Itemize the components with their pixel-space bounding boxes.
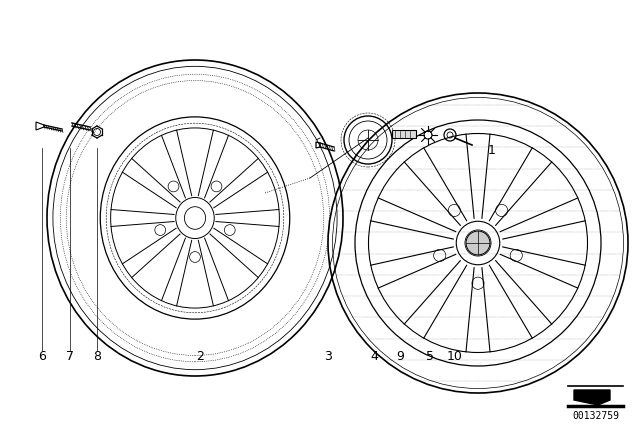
Text: 7: 7 bbox=[66, 349, 74, 362]
Circle shape bbox=[466, 231, 490, 255]
Text: 10: 10 bbox=[447, 349, 463, 362]
Bar bbox=[392, 130, 416, 138]
Text: 9: 9 bbox=[396, 349, 404, 362]
Text: 1: 1 bbox=[488, 143, 496, 156]
Text: 5: 5 bbox=[426, 349, 434, 362]
Text: 00132759: 00132759 bbox=[573, 411, 620, 421]
Text: 8: 8 bbox=[93, 349, 101, 362]
Text: 4: 4 bbox=[370, 349, 378, 362]
Text: 3: 3 bbox=[324, 349, 332, 362]
Text: 6: 6 bbox=[38, 349, 46, 362]
Text: 2: 2 bbox=[196, 349, 204, 362]
Polygon shape bbox=[574, 390, 610, 405]
